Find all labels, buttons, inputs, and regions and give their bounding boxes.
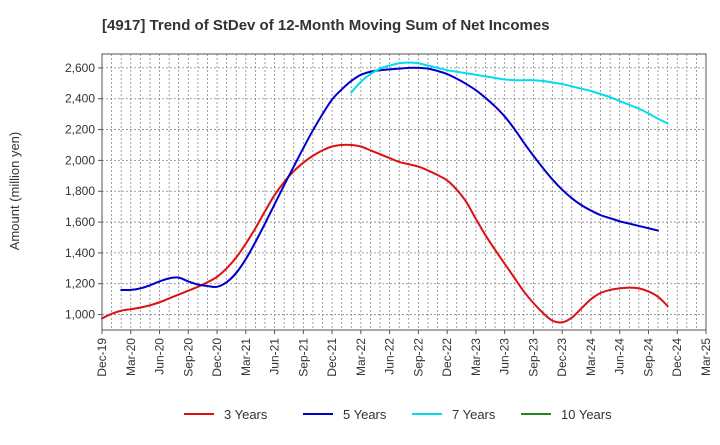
y-tick-label: 2,400 <box>65 92 95 106</box>
x-tick-label: Dec-21 <box>325 338 339 377</box>
x-tick-label: Dec-24 <box>670 338 684 377</box>
x-tick-label: Dec-19 <box>95 338 109 377</box>
series-line-3-years <box>101 143 669 324</box>
x-tick-label: Dec-23 <box>555 338 569 377</box>
y-tick-label: 2,600 <box>65 61 95 75</box>
x-tick-label: Mar-21 <box>239 338 253 376</box>
y-tick-label: 2,200 <box>65 123 95 137</box>
series-line-7-years <box>350 61 669 125</box>
legend-label: 3 Years <box>224 407 268 422</box>
x-tick-label: Sep-24 <box>641 338 655 377</box>
y-tick-label: 1,200 <box>65 277 95 291</box>
x-tick-label: Sep-22 <box>411 338 425 377</box>
legend-item-3-years: 3 Years <box>184 407 268 422</box>
y-axis-title: Amount (million yen) <box>7 132 22 251</box>
x-tick-label: Sep-23 <box>526 338 540 377</box>
legend-label: 7 Years <box>452 407 496 422</box>
x-tick-label: Mar-20 <box>124 338 138 376</box>
x-tick-label: Jun-20 <box>153 338 167 375</box>
legend: 3 Years 5 Years 7 Years 10 Years <box>184 407 612 422</box>
x-tick-label: Mar-23 <box>469 338 483 376</box>
x-tick-label: Jun-24 <box>613 338 627 375</box>
legend-item-10-years: 10 Years <box>521 407 612 422</box>
legend-label: 10 Years <box>561 407 612 422</box>
series-line-5-years <box>120 66 660 292</box>
x-tick-label: Dec-22 <box>440 338 454 377</box>
y-tick-label: 1,600 <box>65 215 95 229</box>
x-tick-label: Sep-21 <box>296 338 310 377</box>
chart-title: [4917] Trend of StDev of 12-Month Moving… <box>102 17 550 34</box>
legend-item-7-years: 7 Years <box>412 407 496 422</box>
x-tick-label: Jun-22 <box>383 338 397 375</box>
y-axis: 1,000 1,200 1,400 1,600 1,800 2,000 2,200 2,400… <box>65 61 102 322</box>
series-lines <box>101 61 669 324</box>
grid <box>101 54 707 330</box>
x-tick-label: Mar-24 <box>584 338 598 376</box>
x-tick-label: Mar-25 <box>699 338 713 376</box>
legend-label: 5 Years <box>343 407 387 422</box>
y-tick-label: 1,400 <box>65 246 95 260</box>
y-tick-label: 2,000 <box>65 153 95 167</box>
x-tick-label: Dec-20 <box>210 338 224 377</box>
x-tick-label: Sep-20 <box>181 338 195 377</box>
x-tick-label: Jun-23 <box>498 338 512 375</box>
x-tick-label: Mar-22 <box>354 338 368 376</box>
plot-frame <box>101 53 707 331</box>
y-tick-label: 1,000 <box>65 308 95 322</box>
legend-item-5-years: 5 Years <box>303 407 387 422</box>
y-tick-label: 1,800 <box>65 184 95 198</box>
x-tick-label: Jun-21 <box>268 338 282 375</box>
x-axis: Dec-19 Mar-20 Jun-20 Sep-20 Dec-20 Mar-21 Jun-… <box>95 330 713 377</box>
